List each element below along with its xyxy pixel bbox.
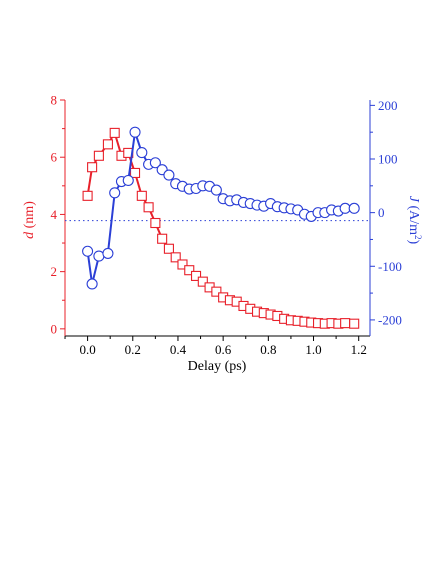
left-axis-title-symbol: d (22, 231, 37, 239)
data-point-square (129, 167, 141, 178)
data-point-square (197, 276, 208, 287)
right-axis-title-sup: 2 (413, 235, 423, 240)
left-tick-label: 8 (51, 93, 58, 108)
data-point-circle (102, 247, 114, 259)
data-point-circle (93, 250, 105, 262)
data-point-square (136, 190, 147, 201)
right-tick-label: 0 (378, 205, 385, 220)
data-point-circle (210, 184, 222, 196)
data-point-square (157, 233, 168, 244)
x-tick-label: 0.4 (170, 342, 187, 357)
data-point-square (340, 318, 351, 329)
data-point-circle (136, 147, 148, 159)
left-tick-label: 2 (51, 264, 58, 279)
left-axis-title: d (nm) (22, 201, 37, 239)
right-tick-label: -100 (378, 259, 402, 274)
data-point-circle (122, 174, 134, 187)
right-tick-label: -200 (378, 312, 402, 327)
data-point-square (93, 150, 104, 161)
data-point-square (109, 127, 120, 138)
left-axis-title-unit: (nm) (22, 201, 37, 232)
x-axis-title: Delay (ps) (188, 359, 247, 374)
right-axis-title-close: ) (406, 240, 421, 245)
data-point-circle (82, 245, 94, 257)
left-tick-label: 0 (51, 321, 58, 336)
data-point-square (150, 217, 161, 229)
left-tick-label: 6 (51, 150, 58, 165)
data-point-square (143, 202, 154, 213)
data-point-square (170, 252, 181, 263)
data-point-square (211, 286, 222, 297)
x-tick-label: 0.0 (79, 342, 95, 357)
data-point-square (102, 139, 113, 150)
data-point-square (184, 265, 195, 276)
data-point-square (82, 190, 93, 201)
data-point-circle (86, 278, 98, 290)
data-point-square (177, 259, 188, 270)
right-axis-title: J (A/m2) (406, 196, 423, 245)
x-tick-label: 1.2 (351, 342, 367, 357)
data-point-circle (129, 126, 141, 138)
x-tick-label: 0.2 (125, 342, 141, 357)
x-axis-ticks: 0.0 0.2 0.4 0.6 0.8 1.0 1.2 (64, 336, 367, 357)
right-tick-label: 200 (378, 98, 398, 113)
data-point-square (163, 243, 174, 254)
right-axis-title-symbol: J (406, 196, 421, 203)
data-point-square (87, 162, 98, 173)
data-point-circle (163, 169, 175, 181)
x-tick-label: 1.0 (305, 342, 321, 357)
left-axis-ticks: 0 2 4 6 8 (51, 93, 65, 336)
data-point-circle (149, 157, 161, 169)
x-tick-label: 0.6 (215, 342, 232, 357)
x-tick-label: 0.8 (260, 342, 276, 357)
series-j-circles (82, 126, 360, 290)
right-axis-ticks: -200 -100 0 100 200 (370, 98, 402, 327)
data-point-square (190, 270, 202, 281)
right-axis-title-unit: (A/m (406, 202, 421, 235)
data-point-circle (109, 187, 121, 199)
left-tick-label: 4 (51, 207, 58, 222)
plot-frame (64, 100, 371, 337)
right-tick-label: 100 (378, 152, 398, 167)
data-point-square (349, 318, 360, 329)
series-d-squares (82, 127, 360, 329)
series-layer (82, 126, 360, 329)
data-point-circle (348, 202, 360, 214)
